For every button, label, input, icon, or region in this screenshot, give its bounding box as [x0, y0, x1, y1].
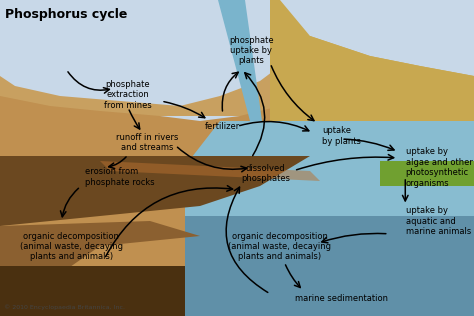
- Text: uptake
by plants: uptake by plants: [322, 126, 361, 146]
- Polygon shape: [0, 221, 200, 316]
- Text: erosion from
phosphate rocks: erosion from phosphate rocks: [85, 167, 155, 187]
- Text: phosphate
extraction
from mines: phosphate extraction from mines: [104, 80, 152, 110]
- Text: marine sedimentation: marine sedimentation: [295, 294, 388, 303]
- Text: dissolved
phosphates: dissolved phosphates: [241, 164, 290, 184]
- Polygon shape: [0, 0, 310, 316]
- Polygon shape: [270, 0, 474, 156]
- Text: organic decomposition
(animal waste, decaying
plants and animals): organic decomposition (animal waste, dec…: [19, 232, 123, 261]
- Text: fertilizer: fertilizer: [205, 122, 240, 131]
- Polygon shape: [0, 0, 330, 116]
- Polygon shape: [218, 0, 262, 121]
- Text: phosphate
uptake by
plants: phosphate uptake by plants: [229, 36, 273, 65]
- Text: Phosphorus cycle: Phosphorus cycle: [5, 8, 128, 21]
- Text: uptake by
algae and other
photosynthetic
organisms: uptake by algae and other photosynthetic…: [406, 147, 473, 188]
- Text: © 2010 Encyclopaedia Britannica, Inc.: © 2010 Encyclopaedia Britannica, Inc.: [4, 304, 125, 310]
- Polygon shape: [380, 161, 474, 186]
- Polygon shape: [0, 156, 310, 316]
- Polygon shape: [185, 121, 474, 216]
- Polygon shape: [270, 36, 474, 156]
- Text: runoff in rivers
and streams: runoff in rivers and streams: [116, 132, 178, 152]
- Text: organic decomposition
(animal waste, decaying
plants and animals): organic decomposition (animal waste, dec…: [228, 232, 331, 261]
- Polygon shape: [100, 161, 320, 181]
- Polygon shape: [0, 266, 185, 316]
- Text: uptake by
aquatic and
marine animals: uptake by aquatic and marine animals: [406, 206, 471, 236]
- Polygon shape: [185, 216, 474, 316]
